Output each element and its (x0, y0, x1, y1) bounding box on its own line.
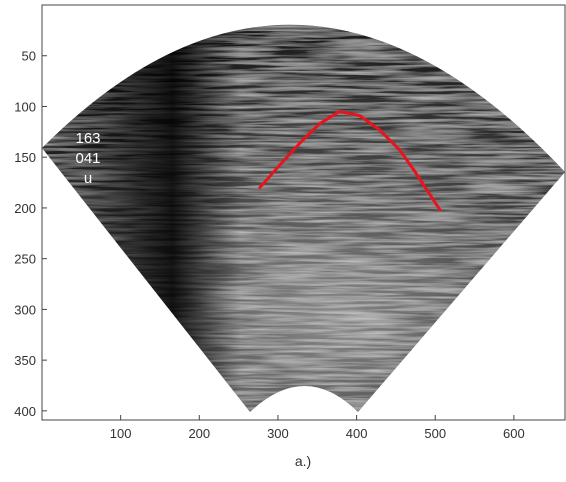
curve (258, 110, 442, 212)
ultrasound-image (42, 24, 565, 412)
x-tick-label: 400 (346, 426, 368, 441)
x-axis-label: a.) (295, 453, 311, 469)
x-tick-label: 600 (503, 426, 525, 441)
y-tick-label: 400 (14, 404, 36, 419)
y-tick-label: 300 (14, 302, 36, 317)
x-tick-label: 200 (188, 426, 210, 441)
y-tick-label: 200 (14, 201, 36, 216)
y-tick-label: 100 (14, 99, 36, 114)
y-tick-label: 150 (14, 150, 36, 165)
y-tick-label: 350 (14, 353, 36, 368)
x-tick-label: 500 (424, 426, 446, 441)
annotation: 041 (75, 150, 100, 167)
annotation: 163 (75, 130, 100, 147)
y-tick-label: 250 (14, 252, 36, 267)
y-tick-label: 50 (22, 49, 36, 64)
x-tick-label: 300 (267, 426, 289, 441)
annotation: u (84, 170, 92, 187)
x-tick-label: 100 (110, 426, 132, 441)
axes-box (41, 4, 566, 421)
